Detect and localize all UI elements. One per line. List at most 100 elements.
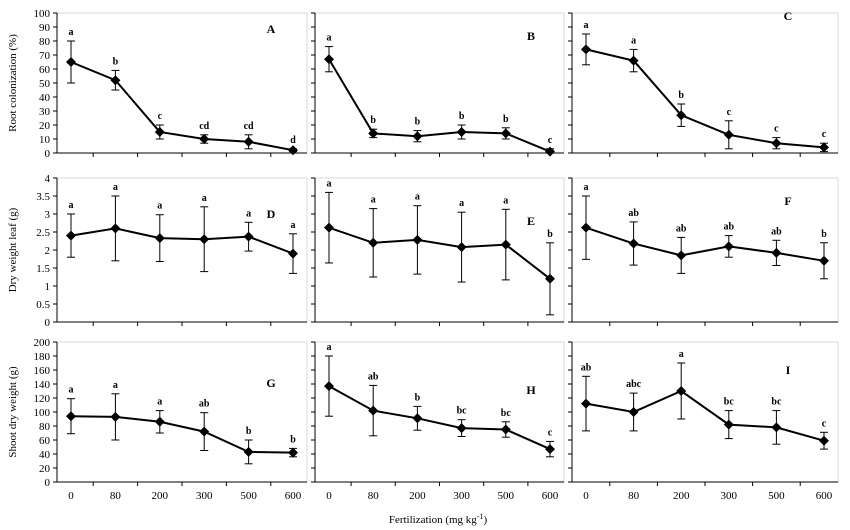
y-tick-label: 80 xyxy=(39,36,51,48)
panel-b: a b b b b c B xyxy=(311,12,565,157)
y-tick-label: 0 xyxy=(45,317,51,329)
series-line xyxy=(70,61,294,152)
data-point xyxy=(676,250,687,261)
panel-letter: G xyxy=(266,376,275,390)
data-point xyxy=(243,136,254,147)
y-tick-label: 200 xyxy=(34,337,51,349)
data-point xyxy=(412,413,423,424)
y-axis-title: Root colonization (%) xyxy=(7,34,19,132)
panel-g: 0 20 40 60 80 100 120 140 160 180 200 0 80 200 300 500 6… xyxy=(7,337,308,502)
data-point xyxy=(500,128,511,139)
data-point xyxy=(819,142,829,153)
significance-letter: c xyxy=(548,427,553,438)
y-tick-label: 30 xyxy=(39,106,51,118)
data-point xyxy=(676,110,687,121)
x-tick-label: 80 xyxy=(110,490,122,502)
data-point xyxy=(368,128,379,139)
x-tick-label: 200 xyxy=(409,490,426,502)
significance-letter: cd xyxy=(199,121,209,132)
data-point xyxy=(368,405,379,416)
x-tick-label: 80 xyxy=(368,490,380,502)
y-tick-label: 90 xyxy=(39,22,51,34)
plot-frame xyxy=(571,341,839,483)
x-tick-label: 300 xyxy=(721,490,738,502)
plot-frame xyxy=(56,177,308,323)
series-line xyxy=(585,226,825,262)
data-point xyxy=(628,407,639,417)
y-tick-label: 20 xyxy=(39,463,51,475)
y-tick-label: 2 xyxy=(45,245,51,257)
significance-letter: a xyxy=(459,198,464,209)
x-tick-label: 200 xyxy=(152,490,169,502)
y-tick-label: 3 xyxy=(45,209,51,221)
panel-h: 0 80 200 300 500 600 a ab b bc bc c H xyxy=(311,341,565,502)
data-point xyxy=(581,398,591,409)
y-tick-label: 0.5 xyxy=(36,299,50,311)
significance-letter: b xyxy=(459,111,465,122)
plot-frame xyxy=(56,341,308,483)
significance-letter: a xyxy=(157,397,162,408)
x-tick-label: 200 xyxy=(673,490,690,502)
data-point xyxy=(243,446,254,457)
data-point xyxy=(723,241,734,252)
series-line xyxy=(328,385,551,451)
significance-letter: a xyxy=(371,195,376,206)
data-point xyxy=(771,247,782,258)
significance-letter: a xyxy=(631,35,636,46)
y-axis-title: Dry weight leaf (g) xyxy=(7,207,19,292)
significance-letter: ab xyxy=(724,222,735,233)
data-point xyxy=(723,419,734,430)
significance-letter: bc xyxy=(457,406,468,417)
significance-letter: ab xyxy=(628,208,639,219)
data-point xyxy=(500,424,511,435)
data-point xyxy=(288,248,298,259)
panel-letter: H xyxy=(526,383,536,397)
data-point xyxy=(771,138,782,149)
data-point xyxy=(412,234,423,245)
y-tick-label: 4 xyxy=(45,173,51,185)
data-point xyxy=(819,435,829,446)
data-point xyxy=(628,55,639,66)
panel-f: a ab ab ab ab b F xyxy=(568,177,839,326)
significance-letter: b xyxy=(678,90,684,101)
significance-letter: a xyxy=(291,220,296,231)
significance-letter: b xyxy=(503,114,509,125)
x-tick-label: 300 xyxy=(453,490,470,502)
panel-c: a a b c c c C xyxy=(568,9,839,157)
significance-letter: b xyxy=(415,392,421,403)
significance-letter: a xyxy=(157,201,162,212)
data-point xyxy=(456,242,467,253)
significance-letter: a xyxy=(113,182,118,193)
data-point xyxy=(581,44,591,55)
data-point xyxy=(288,145,298,156)
significance-letter: bc xyxy=(724,397,735,408)
significance-letter: ab xyxy=(368,371,379,382)
data-point xyxy=(324,381,334,392)
data-point xyxy=(288,447,298,458)
significance-letter: a xyxy=(69,385,74,396)
data-point xyxy=(771,422,782,433)
y-tick-label: 0 xyxy=(45,148,51,160)
panel-letter: I xyxy=(786,363,791,377)
significance-letter: b xyxy=(290,434,296,445)
data-point xyxy=(199,134,210,144)
data-point xyxy=(324,54,334,65)
data-point xyxy=(243,231,254,242)
y-tick-label: 20 xyxy=(39,120,51,132)
significance-letter: b xyxy=(370,115,376,126)
data-point xyxy=(545,273,555,284)
data-point xyxy=(66,411,76,422)
y-tick-label: 140 xyxy=(34,379,51,391)
data-point xyxy=(199,234,210,245)
significance-letter: d xyxy=(290,135,296,146)
y-tick-label: 70 xyxy=(39,50,51,62)
significance-letter: b xyxy=(113,56,119,67)
y-tick-label: 2.5 xyxy=(36,227,50,239)
significance-letter: a xyxy=(246,208,251,219)
significance-letter: b xyxy=(821,229,827,240)
significance-letter: c xyxy=(822,418,827,429)
data-point xyxy=(66,57,76,67)
x-tick-label: 600 xyxy=(542,490,559,502)
